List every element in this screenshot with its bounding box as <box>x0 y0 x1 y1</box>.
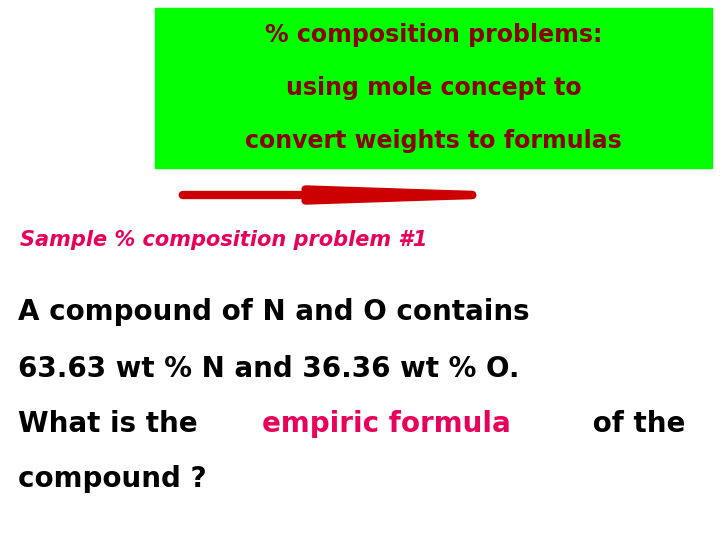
Text: What is the: What is the <box>18 410 207 438</box>
Text: A compound of N and O contains: A compound of N and O contains <box>18 298 530 326</box>
Text: empiric formula: empiric formula <box>262 410 511 438</box>
Text: using mole concept to: using mole concept to <box>286 76 581 100</box>
Text: 63.63 wt % N and 36.36 wt % O.: 63.63 wt % N and 36.36 wt % O. <box>18 355 520 383</box>
Text: convert weights to formulas: convert weights to formulas <box>245 130 622 153</box>
Bar <box>155 8 712 168</box>
Text: compound ?: compound ? <box>18 465 207 493</box>
Text: of the: of the <box>583 410 685 438</box>
Text: Sample % composition problem #1: Sample % composition problem #1 <box>20 230 428 250</box>
Text: % composition problems:: % composition problems: <box>265 23 602 46</box>
